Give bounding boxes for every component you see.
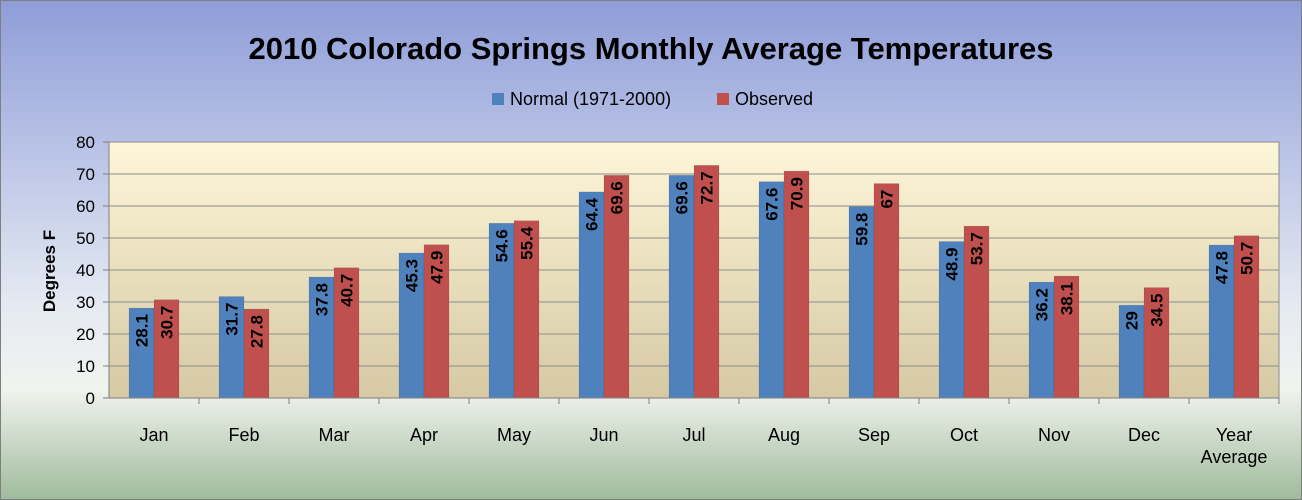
- y-tick-label: 10: [76, 357, 95, 376]
- bar-observed: [243, 308, 270, 399]
- x-category-label: Year Average: [1201, 425, 1268, 467]
- bar-normal: [938, 241, 965, 399]
- data-label: 69.6: [608, 181, 627, 214]
- y-tick-label: 70: [76, 165, 95, 184]
- bar-observed: [963, 225, 990, 399]
- data-labels: 28.1 30.7 31.7 27.8 37.8 40.7 45.3 47.9 54.6 55.4…: [133, 171, 1257, 348]
- bar-observed: [693, 165, 720, 399]
- data-label: 31.7: [223, 303, 242, 336]
- bar-observed: [1143, 287, 1170, 399]
- data-label: 50.7: [1238, 242, 1257, 275]
- data-label: 67.6: [763, 188, 782, 221]
- bar-observed: [783, 170, 810, 399]
- data-label: 48.9: [943, 248, 962, 281]
- data-label: 29: [1123, 311, 1142, 330]
- bar-observed: [1053, 275, 1080, 399]
- data-label: 40.7: [338, 274, 357, 307]
- y-tick-label: 20: [76, 325, 95, 344]
- y-tick-label: 50: [76, 229, 95, 248]
- data-label: 72.7: [698, 171, 717, 204]
- data-label: 47.9: [428, 251, 447, 284]
- bar-observed: [153, 299, 180, 399]
- x-category-label: Sep: [858, 425, 890, 445]
- x-category-label: May: [497, 425, 531, 445]
- bar-observed: [333, 267, 360, 399]
- bar-normal: [848, 206, 875, 399]
- x-category-label: Nov: [1038, 425, 1070, 445]
- bar-observed: [1233, 235, 1260, 399]
- data-label: 37.8: [313, 283, 332, 316]
- x-category-label: Mar: [319, 425, 350, 445]
- bar-observed: [513, 220, 540, 399]
- bar-normal: [398, 252, 425, 399]
- x-category-label: Jan: [139, 425, 168, 445]
- y-tick-label: 0: [86, 389, 95, 408]
- data-label: 69.6: [673, 181, 692, 214]
- y-tick-label: 40: [76, 261, 95, 280]
- x-category-label: Aug: [768, 425, 800, 445]
- data-label: 59.8: [853, 213, 872, 246]
- bars: [128, 165, 1260, 399]
- x-category-label: Oct: [950, 425, 978, 445]
- chart-title: 2010 Colorado Springs Monthly Average Te…: [248, 31, 1053, 66]
- y-tick-label: 60: [76, 197, 95, 216]
- bar-normal: [578, 191, 605, 399]
- data-label: 54.6: [493, 229, 512, 262]
- data-label: 70.9: [788, 177, 807, 210]
- data-label: 64.4: [583, 197, 602, 231]
- x-category-label: Jun: [589, 425, 618, 445]
- data-label: 28.1: [133, 314, 152, 347]
- bar-observed: [603, 175, 630, 399]
- axes: [103, 141, 1280, 404]
- data-label: 45.3: [403, 259, 422, 292]
- bar-normal: [668, 175, 695, 399]
- bar-normal: [128, 307, 155, 399]
- y-axis-label: Degrees F: [40, 230, 59, 312]
- x-category-label-line: Year: [1216, 425, 1252, 445]
- x-category-label: Apr: [410, 425, 438, 445]
- data-label: 55.4: [518, 226, 537, 260]
- x-category-labels: Jan Feb Mar Apr May Jun Jul Aug Sep Oct Nov Dec Year…: [139, 425, 1267, 467]
- data-label: 47.8: [1213, 251, 1232, 284]
- y-tick-label: 80: [76, 133, 95, 152]
- data-label: 27.8: [248, 315, 267, 348]
- bar-normal: [308, 276, 335, 399]
- data-label: 36.2: [1033, 288, 1052, 321]
- legend-label-observed: Observed: [735, 89, 813, 109]
- data-label: 67: [878, 190, 897, 209]
- legend: Normal (1971-2000) Observed: [492, 89, 813, 109]
- data-label: 53.7: [968, 232, 987, 265]
- data-label: 34.5: [1148, 294, 1167, 327]
- y-tick-label: 30: [76, 293, 95, 312]
- bar-normal: [1208, 244, 1235, 399]
- data-label: 30.7: [158, 306, 177, 339]
- x-category-label: Dec: [1128, 425, 1160, 445]
- data-label: 38.1: [1058, 282, 1077, 315]
- x-category-label-line: Average: [1201, 447, 1268, 467]
- legend-label-normal: Normal (1971-2000): [510, 89, 671, 109]
- x-category-label: Jul: [682, 425, 705, 445]
- legend-swatch-observed: [717, 93, 729, 105]
- bar-normal: [758, 181, 785, 399]
- legend-swatch-normal: [492, 93, 504, 105]
- x-category-label: Feb: [228, 425, 259, 445]
- bar-observed: [873, 183, 900, 399]
- y-tick-labels: 0 10 20 30 40 50 60 70 80: [76, 133, 95, 408]
